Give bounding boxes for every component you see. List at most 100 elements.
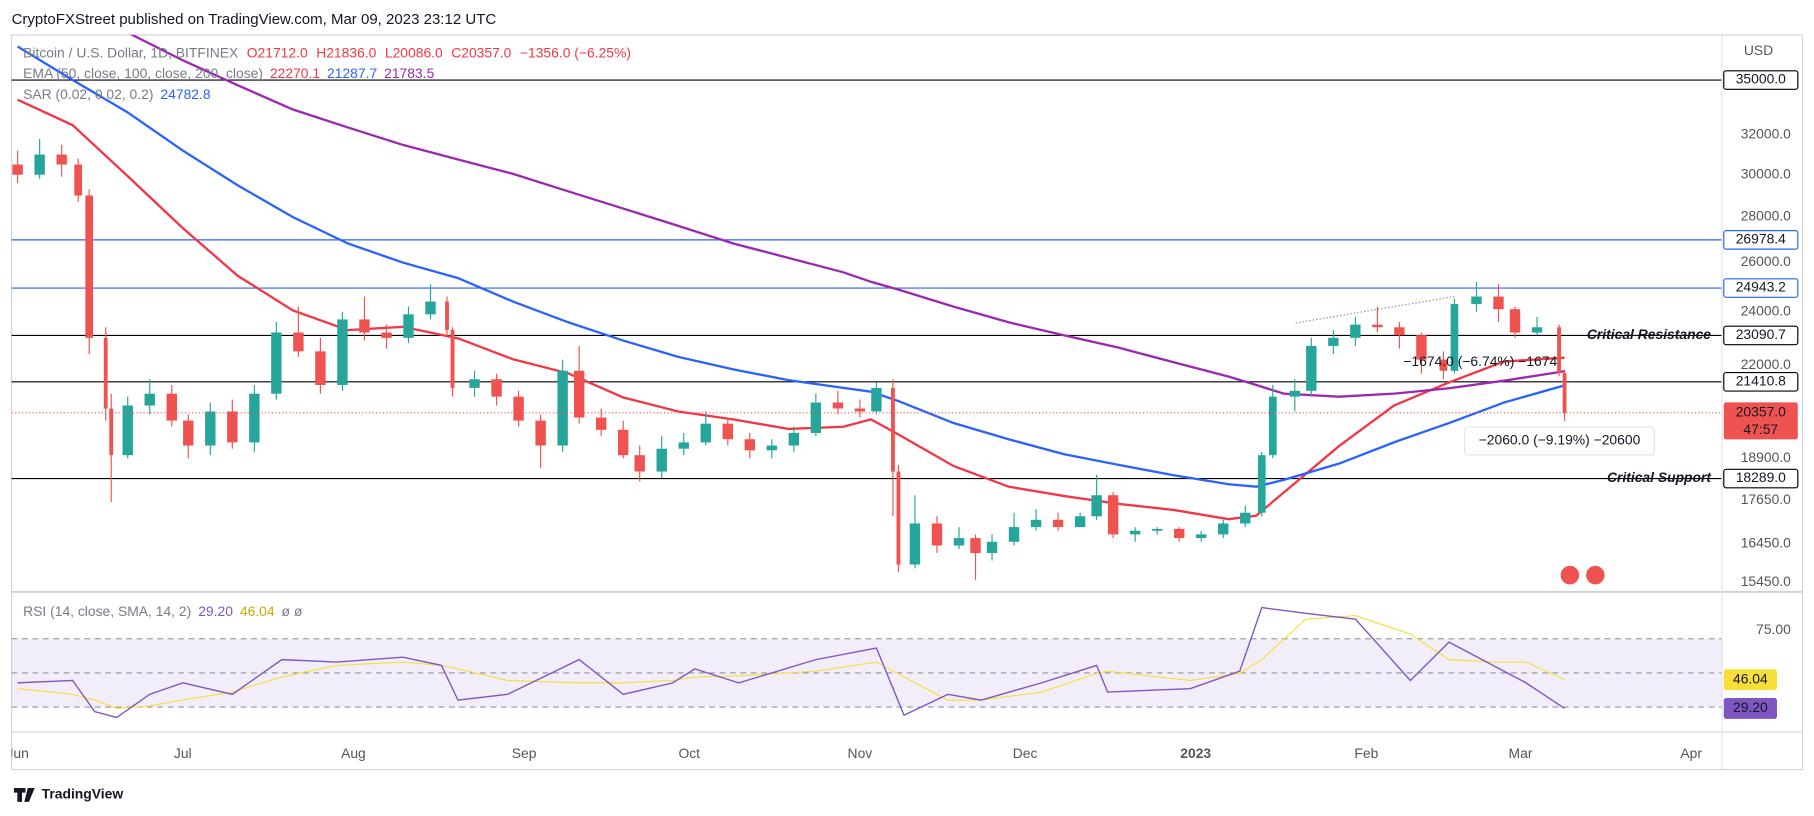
- candle-body: [144, 393, 155, 406]
- candle-body: [12, 164, 23, 175]
- ema-value: 22270.1: [270, 65, 320, 81]
- level-label: 23090.7: [1736, 326, 1786, 342]
- rsi-value-box: [1723, 698, 1777, 719]
- candle-body: [109, 408, 114, 456]
- candle-body: [425, 301, 436, 315]
- candle-body: [656, 448, 667, 472]
- candle-body: [1439, 359, 1448, 371]
- candle-body: [359, 319, 370, 333]
- ema-line: [129, 34, 1565, 398]
- ema-value: 21287.7: [327, 65, 377, 81]
- candle-body: [1562, 373, 1567, 413]
- level-label-box: [1723, 278, 1799, 298]
- candle-body: [678, 442, 689, 449]
- level-label-box: [1723, 371, 1799, 392]
- candle-body: [1107, 495, 1119, 535]
- countdown: 47:57: [1743, 421, 1778, 437]
- candle-body: [34, 154, 45, 175]
- candle-body: [595, 417, 607, 430]
- candle-body: [1416, 335, 1427, 360]
- ohlc-high: H21836.0: [316, 44, 376, 60]
- x-tick-label: Apr: [1680, 745, 1702, 761]
- candle-body: [205, 411, 216, 446]
- ohlc-close: C20357.0: [451, 44, 511, 60]
- ema-line: [16, 45, 1565, 488]
- currency-label: USD: [1744, 42, 1773, 58]
- candle-body: [854, 408, 866, 412]
- candle-body: [1030, 519, 1042, 528]
- candle-body: [249, 393, 260, 443]
- candle-body: [74, 164, 83, 196]
- ohlc-low: L20086.0: [385, 44, 443, 60]
- candle-body: [891, 387, 895, 472]
- candle-body: [122, 405, 133, 456]
- rsi-value-label: 29.20: [1733, 699, 1768, 715]
- candle-body: [1557, 327, 1561, 374]
- level-label: 26978.4: [1736, 231, 1786, 247]
- sar-label: SAR (0.02, 0.02, 0.2): [23, 86, 153, 102]
- y-tick-label: 30000.0: [1741, 165, 1791, 181]
- candle-body: [832, 402, 844, 409]
- candle-body: [1008, 527, 1020, 542]
- x-tick-label: Nov: [848, 745, 873, 761]
- sar-value: 24782.8: [160, 86, 210, 102]
- candle-body: [1471, 296, 1482, 305]
- candle-body: [1173, 528, 1185, 539]
- symbol: Bitcoin / U.S. Dollar, 1D, BITFINEX: [23, 44, 238, 60]
- ohlc-open: O21712.0: [247, 44, 308, 60]
- candle-body: [315, 351, 326, 385]
- candle-body: [722, 423, 733, 440]
- candle-body: [1129, 530, 1141, 535]
- candle-body: [573, 370, 585, 418]
- candle-body: [700, 423, 711, 443]
- level-label-box: [1723, 325, 1799, 346]
- ohlc-change: −1356.0 (−6.25%): [520, 44, 631, 60]
- rsi-value-label: 46.04: [1733, 670, 1768, 686]
- ema-legend: EMA (50, close, 100, close, 200, close) 2…: [23, 65, 434, 81]
- level-label: 21410.8: [1736, 372, 1786, 388]
- candle-body: [450, 329, 455, 388]
- candle-body: [744, 439, 756, 451]
- candle-body: [1372, 324, 1383, 328]
- y-tick-label: 17650.0: [1741, 491, 1791, 507]
- candle-body: [1196, 534, 1207, 539]
- candle-body: [293, 332, 304, 352]
- candle-body: [1074, 516, 1086, 528]
- level-note: Critical Support: [1607, 469, 1712, 485]
- rsi-label: RSI (14, close, SMA, 14, 2): [23, 603, 191, 619]
- event-flag[interactable]: [1583, 563, 1607, 587]
- y-tick-label: 32000.0: [1741, 126, 1791, 142]
- ema-value: 21783.5: [384, 65, 434, 81]
- rsi-tick-label: 75.00: [1756, 621, 1791, 637]
- measure-note: −2060.0 (−9.19%) −20600: [1479, 432, 1641, 448]
- level-label: 24943.2: [1736, 279, 1786, 295]
- x-tick-label: Jul: [174, 745, 192, 761]
- price-pane: [11, 34, 1722, 581]
- symbol-legend: Bitcoin / U.S. Dollar, 1D, BITFINEX O217…: [23, 44, 631, 60]
- candle-body: [766, 445, 778, 451]
- candle-body: [1052, 519, 1064, 528]
- candle-body: [931, 523, 943, 546]
- last-price-box: [1723, 402, 1798, 440]
- candle-body: [970, 538, 981, 554]
- candle-body: [617, 429, 629, 456]
- level-label: 18289.0: [1736, 469, 1786, 485]
- measure-note: −1674.0 (−6.74%) −1674: [1403, 353, 1557, 369]
- event-flag[interactable]: [1558, 563, 1582, 587]
- candle-body: [896, 471, 901, 565]
- candle-body: [166, 393, 177, 421]
- ema-label: EMA (50, close, 100, close, 200, close): [23, 65, 263, 81]
- candle-body: [1394, 327, 1405, 336]
- candle-body: [85, 195, 94, 338]
- candle-body: [1493, 296, 1504, 310]
- rsi-legend-value: 29.20: [198, 603, 233, 619]
- candle-body: [1509, 309, 1521, 333]
- candle-body: [337, 319, 348, 385]
- level-label: 35000.0: [1736, 71, 1786, 87]
- candle-body: [513, 396, 524, 421]
- candle-body: [491, 379, 502, 397]
- y-tick-label: 22000.0: [1741, 356, 1791, 372]
- rsi-extra: ø ø: [282, 603, 303, 619]
- candle-body: [469, 379, 480, 388]
